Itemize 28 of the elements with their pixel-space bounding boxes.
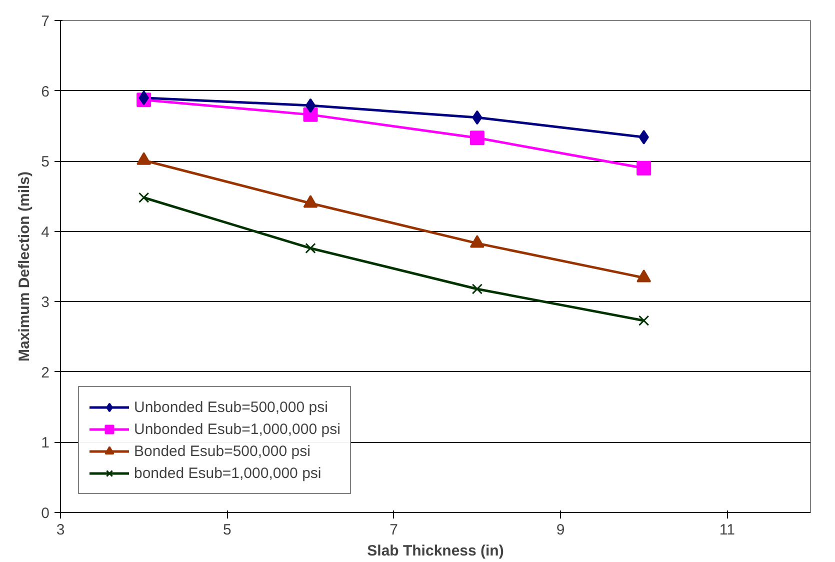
point xyxy=(636,160,652,176)
y-tick-label: 2 xyxy=(41,364,50,382)
point xyxy=(472,110,482,125)
point xyxy=(638,315,650,326)
legend-label: Bonded Esub=500,000 psi xyxy=(134,442,310,460)
x-tick-label: 5 xyxy=(222,522,232,538)
y-tick-label: 4 xyxy=(41,224,50,241)
x-tick-label: 7 xyxy=(390,522,398,538)
y-axis-title: Maximum Deflection (mils) xyxy=(16,171,34,362)
legend-label: Unbonded Esub=1,000,000 psi xyxy=(134,420,340,438)
legend-label: Unbonded Esub=500,000 psi xyxy=(134,398,328,416)
point xyxy=(638,130,649,144)
x-axis-title: Slab Thickness (in) xyxy=(367,542,504,560)
x-tick-label: 9 xyxy=(556,522,565,538)
y-tick-label: 5 xyxy=(41,154,50,171)
point xyxy=(472,284,483,294)
point xyxy=(470,130,484,146)
y-tick-label: 3 xyxy=(41,294,50,312)
point xyxy=(305,242,316,254)
y-tick-label: 0 xyxy=(41,505,50,522)
point xyxy=(305,98,316,113)
legend-label: bonded Esub=1,000,000 psi xyxy=(134,464,322,482)
point xyxy=(138,192,150,203)
y-tick-label: 6 xyxy=(41,83,50,100)
x-tick-label: 3 xyxy=(56,522,65,538)
y-tick-label: 1 xyxy=(41,434,50,452)
x-tick-label: 11 xyxy=(719,522,735,538)
y-tick-label: 7 xyxy=(41,13,50,30)
